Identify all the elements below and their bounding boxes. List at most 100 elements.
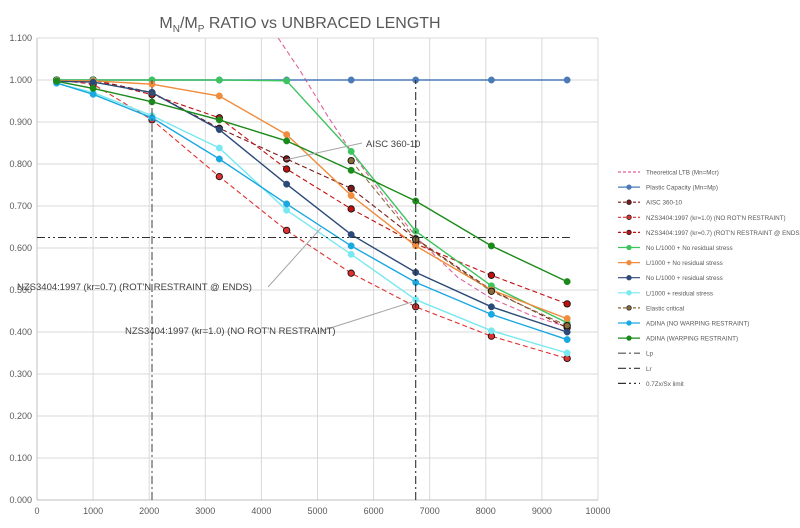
legend-swatch-marker xyxy=(626,305,632,311)
x-tick-label: 6000 xyxy=(364,506,384,516)
data-point xyxy=(347,250,355,258)
series-9 xyxy=(347,156,571,330)
data-point xyxy=(283,137,291,145)
legend-swatch-marker xyxy=(626,259,632,266)
legend-label: Theoretical LTB (Mn=Mcr) xyxy=(646,170,719,177)
data-point xyxy=(347,231,355,239)
series-7 xyxy=(53,77,571,336)
legend-label: 0.7Zx/Sx limit xyxy=(646,381,684,388)
x-tick-label: 8000 xyxy=(476,506,496,516)
chart-title: MN/MP RATIO vs UNBRACED LENGTH xyxy=(159,15,440,35)
legend-label: L/1000 + residual stress xyxy=(646,290,713,297)
legend-item: L/1000 + No residual stress xyxy=(618,259,723,267)
series-line xyxy=(56,79,568,329)
legend-label: No L/1000 + No residual stress xyxy=(646,245,733,252)
series-line xyxy=(350,160,568,327)
legend-swatch-marker xyxy=(626,290,632,296)
data-point xyxy=(347,205,355,213)
data-point xyxy=(347,76,355,84)
legend-item: Theoretical LTB (Mn=Mcr) xyxy=(618,170,719,177)
x-tick-label: 7000 xyxy=(420,506,440,516)
data-point xyxy=(283,77,291,85)
data-point xyxy=(215,172,223,181)
data-point xyxy=(215,116,223,124)
legend-swatch-marker xyxy=(626,275,632,281)
x-tick-label: 10000 xyxy=(585,506,610,516)
data-point xyxy=(215,126,223,134)
data-point xyxy=(563,336,571,344)
legend-item: Plastic Capacity (Mn=Mp) xyxy=(618,184,718,192)
data-point xyxy=(563,349,571,357)
legend-item: AISC 360-10 xyxy=(618,199,683,207)
y-tick-label: 0.100 xyxy=(9,453,32,463)
legend-item: No L/1000 + residual stress xyxy=(618,275,723,282)
series-0 xyxy=(277,38,571,329)
data-point xyxy=(563,322,571,330)
data-point xyxy=(215,155,223,163)
data-point xyxy=(487,327,495,335)
legend: Theoretical LTB (Mn=Mcr) Plastic Capacity… xyxy=(618,170,800,388)
y-tick-label: 1.100 xyxy=(9,33,32,43)
series-11 xyxy=(53,77,571,286)
y-tick-label: 0.900 xyxy=(9,117,32,127)
legend-label: AISC 360-10 xyxy=(646,200,683,207)
legend-label: L/1000 + No residual stress xyxy=(646,260,723,267)
data-point xyxy=(282,165,291,173)
data-point xyxy=(282,226,291,235)
legend-swatch-marker xyxy=(626,184,632,190)
data-point xyxy=(487,303,495,311)
series-10 xyxy=(53,79,571,344)
data-point xyxy=(283,206,291,214)
legend-label: Plastic Capacity (Mn=Mp) xyxy=(646,185,718,192)
legend-swatch-marker xyxy=(626,335,632,341)
legend-label: No L/1000 + residual stress xyxy=(646,275,723,282)
legend-item: No L/1000 + No residual stress xyxy=(618,244,733,252)
x-tick-label: 5000 xyxy=(307,506,327,516)
annotations: AISC 360-10 NZS3404:1997 (kr=0.7) (ROT'N … xyxy=(17,139,420,337)
data-point xyxy=(347,269,355,277)
legend-item: NZS3404:1997 (kr=0.7) (ROT'N RESTRAINT @… xyxy=(618,229,800,237)
data-point xyxy=(563,76,571,84)
x-tick-label: 2000 xyxy=(139,506,159,516)
legend-item: ADINA (NO WARPING RESTRAINT) xyxy=(618,320,749,328)
data-point xyxy=(563,300,571,308)
legend-label: NZS3404:1997 (kr=0.7) (ROT'N RESTRAINT @… xyxy=(646,230,800,237)
x-tick-label: 1000 xyxy=(83,506,103,516)
annotation-label: NZS3404:1997 (kr=1.0) (NO ROT'N RESTRAIN… xyxy=(125,326,336,337)
annotation-leader xyxy=(267,227,322,288)
data-point xyxy=(53,77,61,85)
y-tick-label: 0.300 xyxy=(9,369,32,379)
legend-item: Lp xyxy=(618,351,654,358)
data-point xyxy=(283,180,291,188)
series-line xyxy=(56,82,568,341)
data-point xyxy=(347,156,355,165)
x-tick-label: 9000 xyxy=(532,506,552,516)
series-line xyxy=(56,79,568,305)
legend-label: ADINA (NO WARPING RESTRAINT) xyxy=(646,321,749,328)
series-line xyxy=(56,79,568,360)
y-tick-label: 0.600 xyxy=(9,243,32,253)
legend-label: NZS3404:1997 (kr=1.0) (NO ROT'N RESTRAIN… xyxy=(646,215,786,222)
annotation-label: AISC 360-10 xyxy=(366,139,420,150)
data-point xyxy=(215,144,223,152)
series-line xyxy=(277,38,571,329)
x-tick-label: 0 xyxy=(34,506,39,516)
series-6 xyxy=(53,77,571,323)
data-point xyxy=(563,328,571,336)
data-point xyxy=(487,76,495,84)
grid xyxy=(36,37,599,501)
series-4 xyxy=(52,76,571,308)
legend-label: Elastic critical xyxy=(646,305,684,312)
series-3 xyxy=(52,76,571,363)
series-group xyxy=(37,38,571,500)
data-point xyxy=(347,147,355,155)
legend-item: L/1000 + residual stress xyxy=(618,290,713,297)
y-tick-label: 0.200 xyxy=(9,411,32,421)
legend-item: ADINA (WARPING RESTRAINT) xyxy=(618,335,738,343)
legend-label: ADINA (WARPING RESTRAINT) xyxy=(646,336,738,343)
data-point xyxy=(487,271,496,279)
legend-item: NZS3404:1997 (kr=1.0) (NO ROT'N RESTRAIN… xyxy=(618,214,786,222)
legend-label: Lp xyxy=(646,351,654,358)
